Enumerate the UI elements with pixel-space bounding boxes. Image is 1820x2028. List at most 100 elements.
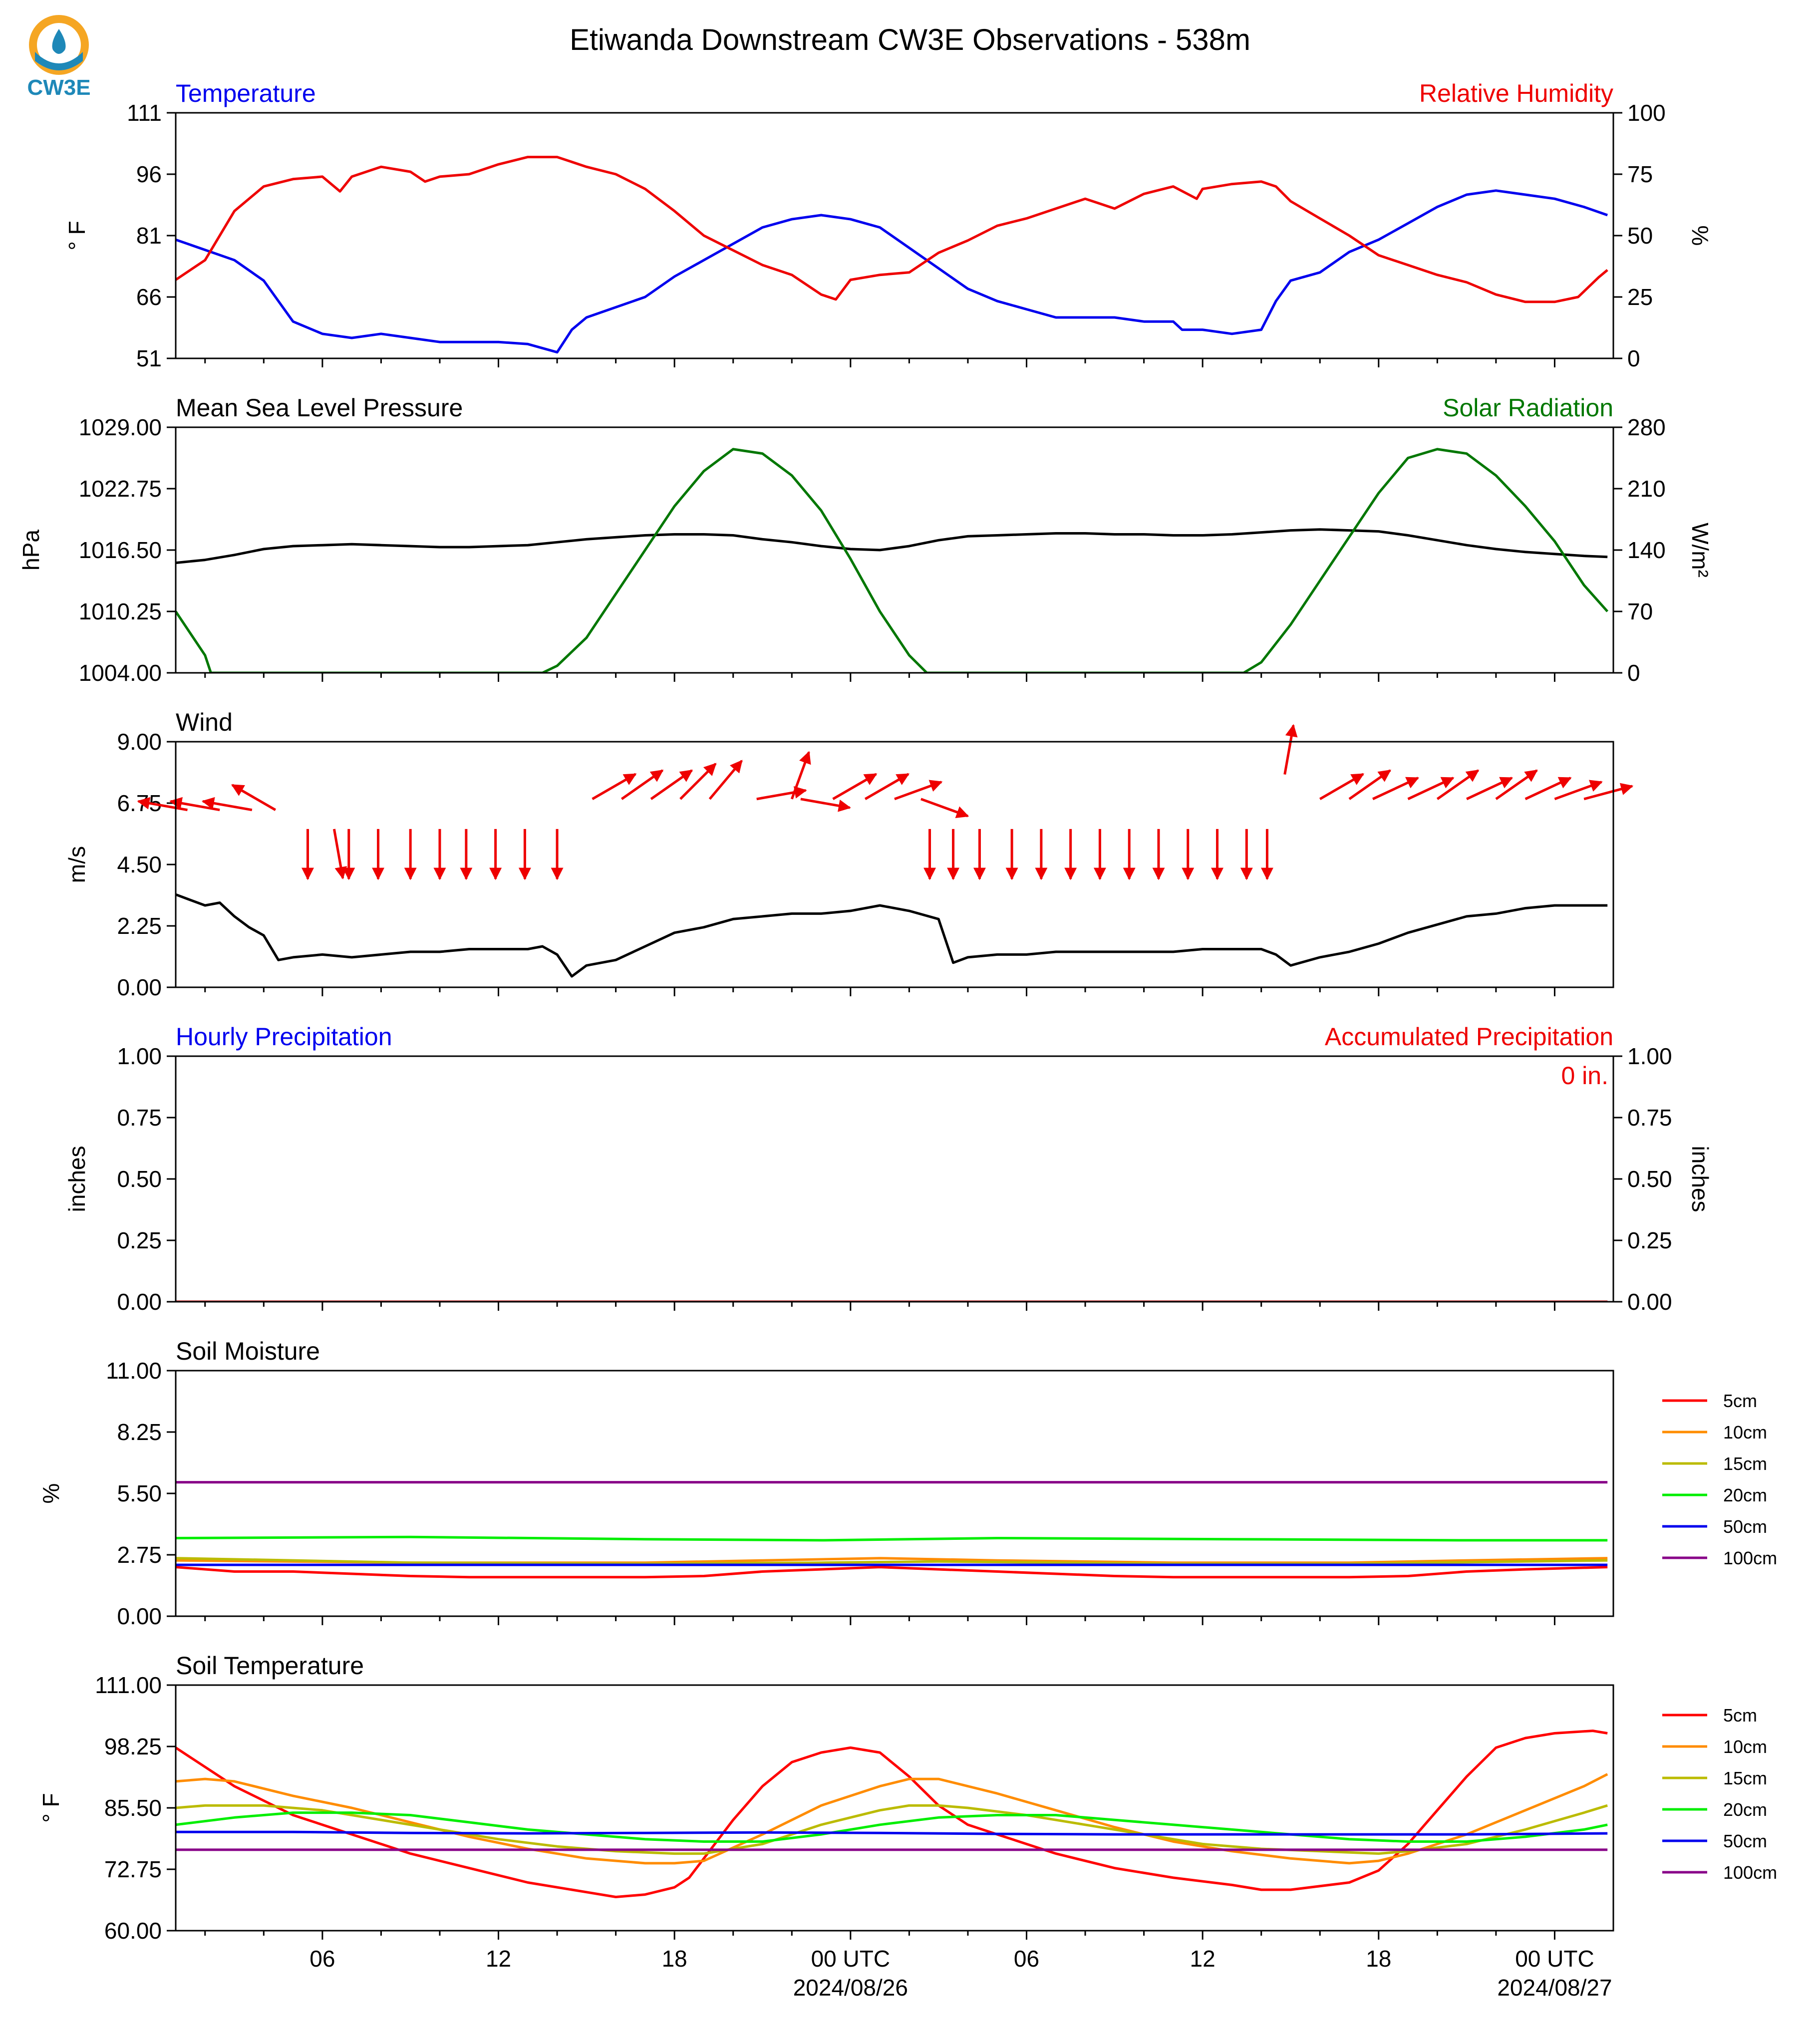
wind-arrow xyxy=(1583,783,1634,801)
x-tick-label: 18 xyxy=(1366,1946,1391,1972)
y-tick-label-left: 98.25 xyxy=(104,1734,162,1759)
wind-arrow xyxy=(592,773,637,800)
x-tick-label: 00 UTC xyxy=(1515,1946,1594,1972)
legend-label: 50cm xyxy=(1723,1516,1767,1537)
y-axis-label-left: hPa xyxy=(18,530,44,571)
x-tick-label: 00 UTC xyxy=(811,1946,890,1972)
x-tick-label: 06 xyxy=(309,1946,335,1972)
panel-title-right: Accumulated Precipitation xyxy=(1325,1023,1613,1051)
x-tick-date: 2024/08/27 xyxy=(1497,1975,1612,2001)
y-tick-label-left: 0.50 xyxy=(117,1166,162,1192)
panel-frame xyxy=(175,1684,1614,1932)
series-line-50cm xyxy=(176,1830,1608,1836)
x-tick-label: 06 xyxy=(1014,1946,1039,1972)
y-tick-label-right: 75 xyxy=(1627,161,1653,187)
wind-arrow xyxy=(708,760,743,800)
y-tick-label-left: 0.75 xyxy=(117,1105,162,1131)
series-line-temperature xyxy=(176,189,1608,354)
y-tick-label-right: 0 xyxy=(1627,660,1640,686)
y-tick-label-right: 25 xyxy=(1627,284,1653,310)
y-tick-label-right: 210 xyxy=(1627,476,1666,502)
y-tick-label-left: 111.00 xyxy=(95,1672,162,1698)
wind-arrow xyxy=(1466,777,1514,801)
y-tick-label-right: 1.00 xyxy=(1627,1043,1672,1069)
panel-4: Hourly Precipitation Accumulated Precipit… xyxy=(64,1023,1713,1315)
y-tick-label-left: 111 xyxy=(127,100,162,126)
panel-title-right: Relative Humidity xyxy=(1419,79,1613,107)
series-line-solar-radiation xyxy=(176,448,1609,673)
series-line-20cm xyxy=(176,1811,1608,1843)
y-tick-label-left: 1.00 xyxy=(117,1043,162,1069)
wind-arrow xyxy=(332,829,347,879)
chart-title: Etiwanda Downstream CW3E Observations - … xyxy=(570,23,1250,56)
wind-arrow xyxy=(790,751,811,800)
y-axis-label-left: m/s xyxy=(64,846,90,883)
series-line-20cm xyxy=(176,1535,1608,1542)
wind-arrow xyxy=(1348,769,1391,800)
y-tick-label-left: 1004.00 xyxy=(79,660,162,686)
y-tick-label-left: 1022.75 xyxy=(79,476,162,502)
series-line-10cm xyxy=(176,1773,1608,1865)
x-tick-label: 12 xyxy=(1190,1946,1215,1972)
wind-arrow xyxy=(679,763,717,800)
series-line-relative-humidity xyxy=(176,156,1608,303)
y-tick-label-right: 0 xyxy=(1627,345,1640,371)
legend-label: 5cm xyxy=(1723,1391,1757,1411)
series-line-mean-sea-level-pressure xyxy=(176,528,1608,565)
panel-title-left: Wind xyxy=(176,708,233,736)
legend-label: 20cm xyxy=(1723,1799,1767,1820)
wind-arrow xyxy=(620,769,664,800)
legend-label: 10cm xyxy=(1723,1422,1767,1443)
wind-arrow xyxy=(1554,780,1603,801)
wind-arrow xyxy=(1283,724,1298,775)
legend-label: 10cm xyxy=(1723,1737,1767,1757)
y-tick-label-left: 0.00 xyxy=(117,1289,162,1315)
logo-text: CW3E xyxy=(27,75,90,100)
y-axis-label-right: % xyxy=(1687,226,1713,246)
panel-5: Soil Moisture 0.00 2.75 5.50 8.25 11.00% 5cm 10… xyxy=(38,1337,1777,1629)
panel-6: Soil Temperature 60.00 72.75 85.50 98.25 111.… xyxy=(38,1652,1777,1944)
y-tick-label-left: 1010.25 xyxy=(79,598,162,624)
panel-frame xyxy=(175,741,1614,988)
y-tick-label-left: 4.50 xyxy=(117,852,162,877)
y-axis-label-left: % xyxy=(38,1483,64,1504)
y-tick-label-right: 140 xyxy=(1627,537,1666,563)
x-tick-label: 12 xyxy=(486,1946,511,1972)
y-tick-label-left: 1016.50 xyxy=(79,537,162,563)
y-tick-label-left: 51 xyxy=(136,345,162,371)
y-tick-label-right: 0.25 xyxy=(1627,1227,1672,1253)
wind-arrow xyxy=(650,769,693,800)
precip-annotation: 0 in. xyxy=(1561,1062,1608,1090)
x-tick-label: 18 xyxy=(662,1946,687,1972)
wind-arrow xyxy=(201,797,253,812)
y-tick-label-left: 60.00 xyxy=(104,1918,162,1944)
panel-1: Temperature Relative Humidity 51 66 81 96 111 0… xyxy=(64,79,1713,371)
panel-title-left: Temperature xyxy=(176,79,316,107)
wind-arrow xyxy=(1407,777,1455,801)
y-tick-label-left: 66 xyxy=(136,284,162,310)
y-tick-label-left: 2.75 xyxy=(117,1542,162,1568)
legend-label: 15cm xyxy=(1723,1768,1767,1788)
wind-arrow xyxy=(1436,769,1480,800)
panel-title-left: Mean Sea Level Pressure xyxy=(176,394,463,422)
legend-label: 5cm xyxy=(1723,1705,1757,1726)
y-tick-label-left: 0.25 xyxy=(117,1227,162,1253)
wind-arrow xyxy=(1495,769,1538,800)
wind-arrow xyxy=(832,773,878,800)
panel-title-right: Solar Radiation xyxy=(1443,394,1613,422)
panel-frame xyxy=(175,426,1614,674)
y-tick-label-left: 0.00 xyxy=(117,974,162,1000)
wind-arrow xyxy=(800,798,851,812)
y-tick-label-left: 11.00 xyxy=(106,1358,162,1384)
panel-title-left: Soil Moisture xyxy=(176,1337,320,1365)
panel-frame xyxy=(175,112,1614,359)
wind-arrow xyxy=(1372,777,1419,801)
x-axis-labels: 06 12 18 00 UTC 2024/08/26 06 12 18 00 UTC 2024/0… xyxy=(309,1946,1612,2001)
wind-arrow xyxy=(1524,777,1572,801)
y-axis-label-left: ° F xyxy=(64,221,90,250)
wind-arrow xyxy=(231,784,277,811)
legend-label: 100cm xyxy=(1723,1548,1777,1568)
y-axis-label-right: inches xyxy=(1687,1146,1713,1212)
